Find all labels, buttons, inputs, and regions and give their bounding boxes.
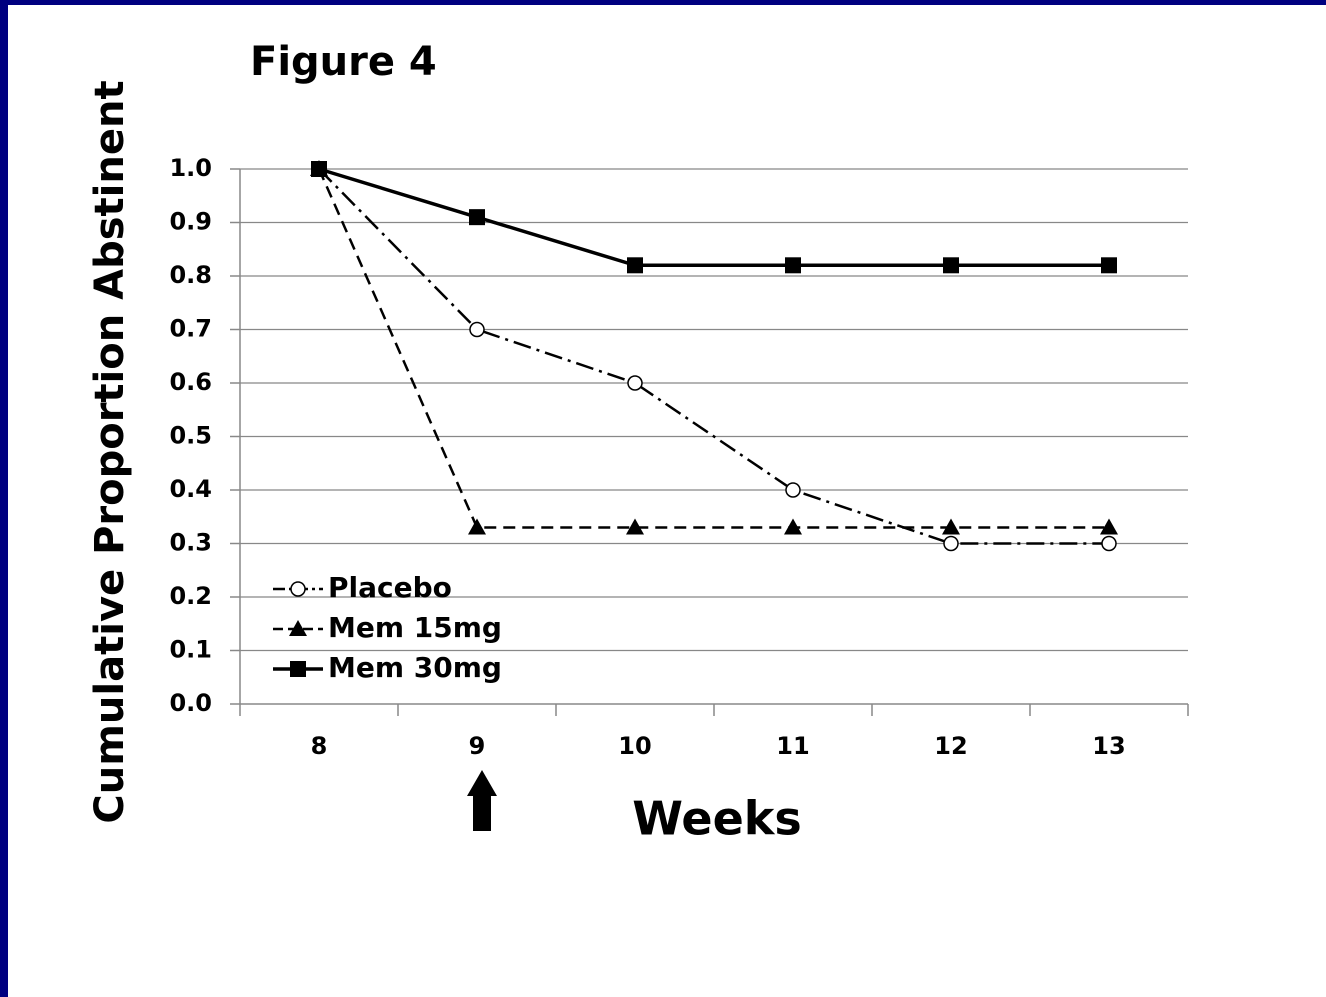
marker (1100, 518, 1118, 535)
x-tick-label: 10 (618, 732, 651, 760)
y-tick-label: 0.5 (169, 422, 212, 450)
chart-title: Figure 4 (250, 39, 437, 85)
marker (626, 518, 644, 535)
y-tick-label: 0.1 (169, 636, 212, 664)
y-tick-label: 0.0 (169, 689, 212, 717)
series-line (317, 168, 1109, 529)
y-tick-label: 0.3 (169, 529, 212, 557)
marker (469, 209, 485, 226)
marker (943, 257, 959, 274)
x-tick-label: 9 (469, 732, 486, 760)
y-tick-label: 0.2 (169, 582, 212, 610)
y-tick-label: 0.7 (169, 315, 212, 343)
legend-marker (289, 620, 307, 636)
marker (943, 535, 959, 552)
x-tick-label: 11 (776, 732, 809, 760)
marker (942, 518, 960, 535)
marker (469, 321, 485, 338)
arrow (467, 770, 497, 831)
legend-marker (290, 661, 306, 677)
series-line (318, 167, 1109, 268)
y-tick-label: 0.6 (169, 368, 212, 396)
y-tick-label: 0.9 (169, 208, 212, 236)
y-axis-title: Cumulative Proportion Abstinent (87, 80, 133, 823)
marker (1101, 535, 1117, 552)
x-tick-label: 8 (311, 732, 328, 760)
y-tick-label: 0.4 (169, 475, 212, 503)
marker (627, 375, 643, 391)
y-tick-label: 0.8 (169, 261, 212, 289)
x-axis-title: Weeks (632, 792, 801, 846)
marker (1101, 257, 1117, 274)
y-tick-label: 1.0 (169, 154, 212, 182)
marker (311, 161, 327, 177)
legend-marker (290, 581, 306, 597)
x-tick-label: 12 (934, 732, 967, 760)
panel (8, 5, 1326, 997)
marker (785, 482, 801, 498)
legend-label: Placebo (328, 571, 452, 604)
legend-label: Mem 30mg (328, 651, 502, 684)
marker (784, 518, 802, 535)
marker (627, 257, 643, 274)
x-tick-label: 13 (1092, 732, 1125, 760)
legend-label: Mem 15mg (328, 611, 502, 644)
marker (785, 257, 801, 274)
series-line (318, 168, 1109, 545)
marker (468, 518, 486, 535)
